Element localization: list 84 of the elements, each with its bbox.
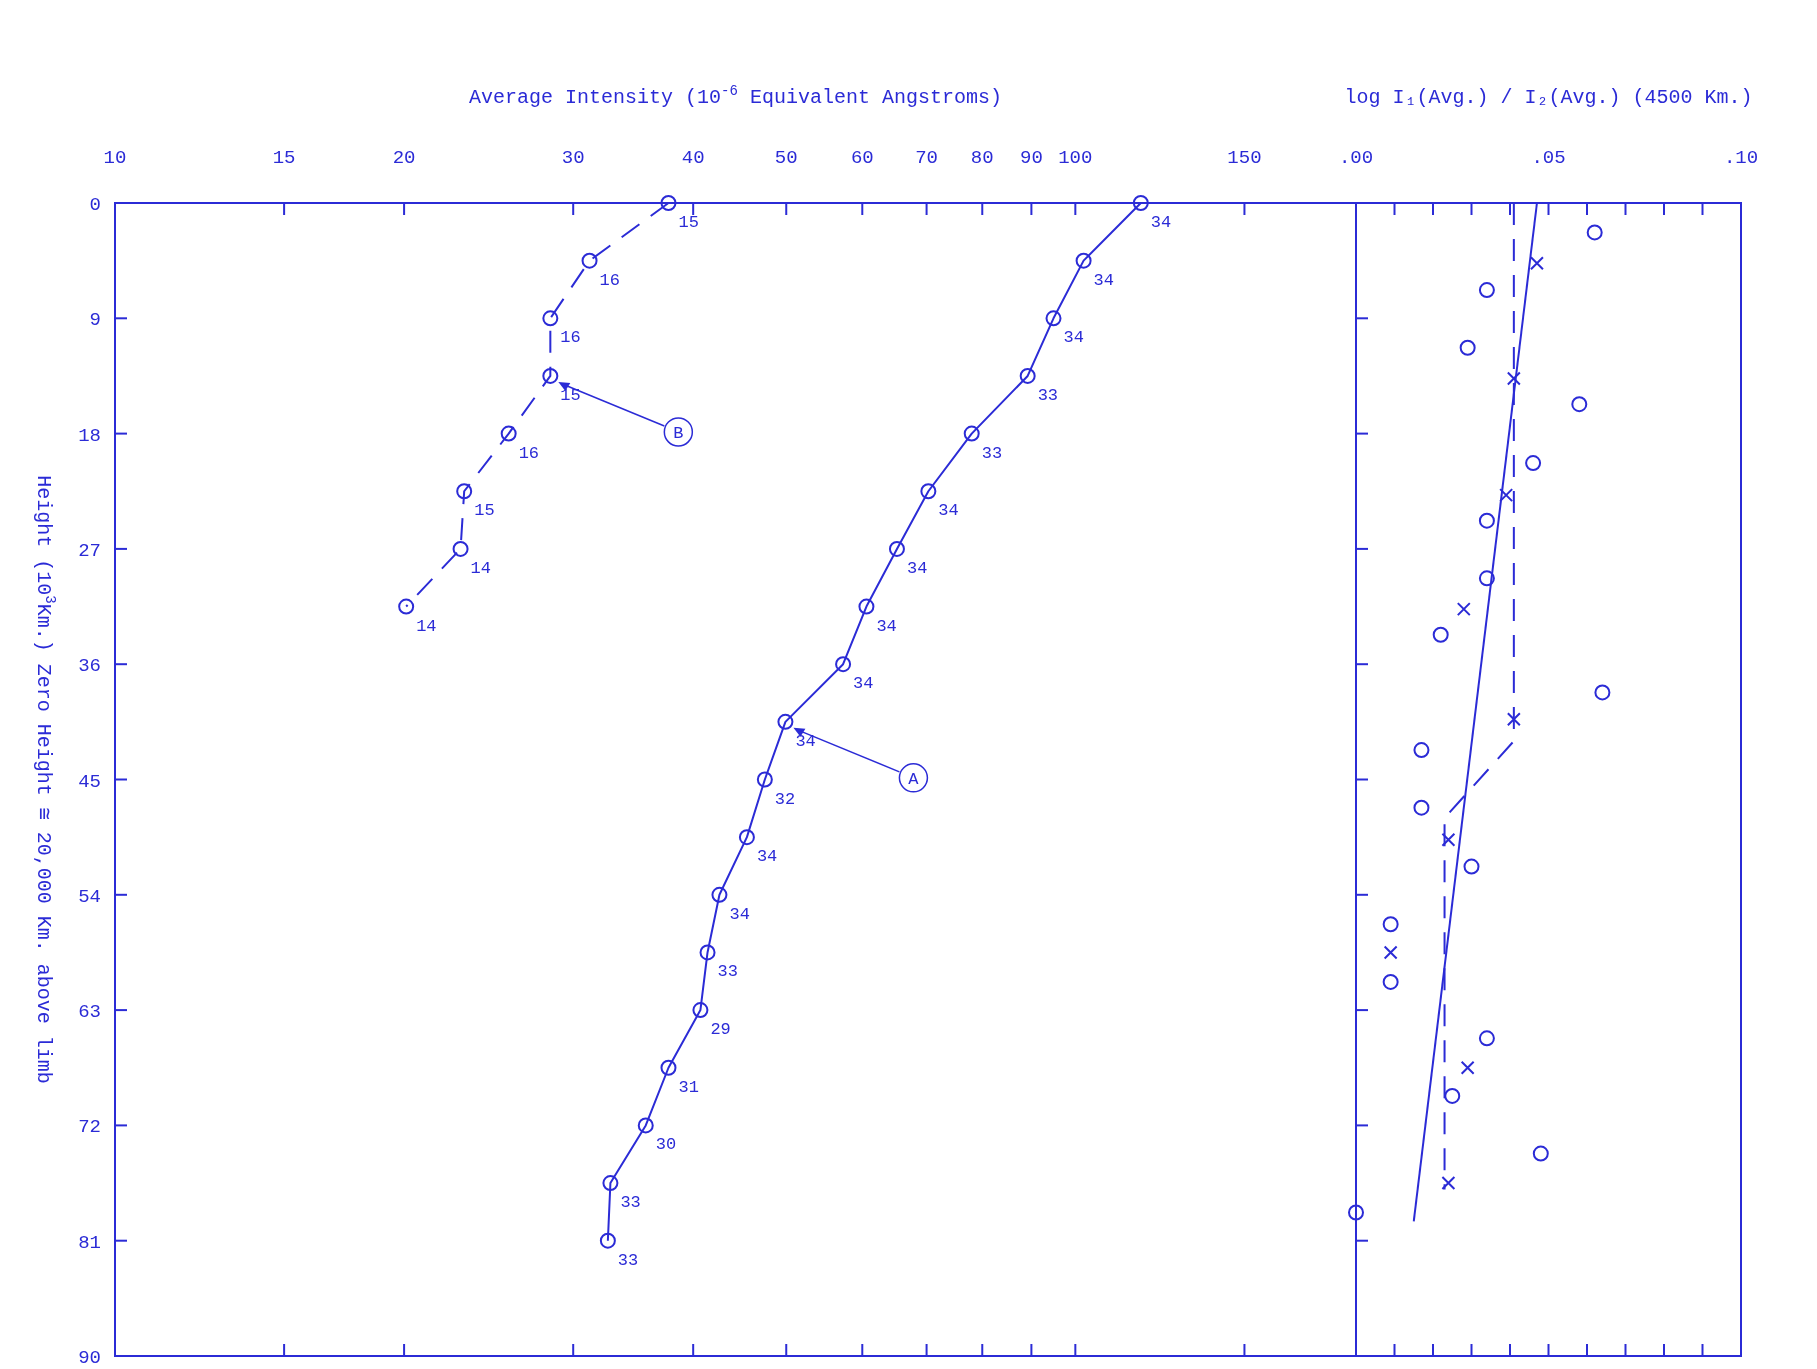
annotation: 16 xyxy=(599,270,620,290)
text: B xyxy=(673,423,684,443)
x-tick-label: 50 xyxy=(774,147,798,169)
point xyxy=(1532,1145,1549,1162)
y-tick-label: 81 xyxy=(78,1231,101,1254)
y-tick-label: 27 xyxy=(78,539,101,562)
annotation: 32 xyxy=(774,789,796,809)
point xyxy=(1478,1030,1495,1047)
point xyxy=(1382,973,1399,990)
x-tick-label: 90 xyxy=(1019,147,1043,169)
annotation: 15 xyxy=(560,385,581,405)
point xyxy=(1444,1087,1461,1104)
point xyxy=(1441,1176,1456,1191)
annotation: 34 xyxy=(876,616,897,636)
point xyxy=(1525,455,1542,472)
annotation: 33 xyxy=(620,1193,641,1213)
point xyxy=(1383,945,1398,960)
x-tick-label: .05 xyxy=(1531,147,1566,169)
annotation: 33 xyxy=(1037,385,1059,405)
annotation: 33 xyxy=(981,443,1003,463)
annotation: 14 xyxy=(416,616,437,636)
y-tick-label: 63 xyxy=(78,1001,101,1024)
point xyxy=(1441,832,1456,847)
x-tick-label: .00 xyxy=(1338,147,1374,169)
point xyxy=(1456,602,1471,617)
point xyxy=(1571,396,1588,413)
point xyxy=(1382,916,1399,933)
annotation: 16 xyxy=(560,328,581,348)
point xyxy=(1586,224,1603,241)
annotation: 34 xyxy=(729,904,750,924)
x-tick-label: 100 xyxy=(1058,147,1093,169)
point xyxy=(1460,1060,1475,1075)
y-tick-label: 54 xyxy=(78,885,101,908)
annotation: 31 xyxy=(678,1077,699,1097)
x-tick-label: 80 xyxy=(970,147,994,169)
annotation: 34 xyxy=(938,501,959,521)
text: A xyxy=(908,769,920,789)
annotation: 33 xyxy=(617,1250,639,1270)
x-tick-label: 150 xyxy=(1227,147,1262,169)
point xyxy=(1529,256,1544,271)
point xyxy=(1478,570,1495,587)
x-tick-label: 70 xyxy=(915,147,938,169)
x-tick-label: .10 xyxy=(1723,147,1759,169)
annotation: 34 xyxy=(1150,213,1172,232)
point xyxy=(1413,742,1430,759)
annotation: 34 xyxy=(853,674,874,694)
x-tick-label: 40 xyxy=(681,147,705,169)
annotation: 15 xyxy=(474,501,495,521)
x-tick-label: 15 xyxy=(272,147,296,169)
point xyxy=(1478,512,1495,529)
annotation: 15 xyxy=(678,213,699,232)
y-tick-label: 0 xyxy=(89,194,101,216)
annotation: 34 xyxy=(906,558,928,578)
x-axis-title: log I₁(Avg.) / I₂(Avg.) (4500 Km.) xyxy=(1344,86,1753,109)
y-tick-label: 9 xyxy=(89,309,101,332)
annotation: 34 xyxy=(756,847,778,867)
y-tick-label: 45 xyxy=(78,770,101,793)
annotation: 33 xyxy=(717,962,738,982)
y-tick-label: 72 xyxy=(78,1116,101,1139)
x-axis-title: Average Intensity (10$^{-6}$ Equivalent Angstroms) xyxy=(469,83,1002,109)
point xyxy=(1432,626,1449,643)
point xyxy=(1594,684,1611,701)
x-tick-label: 20 xyxy=(392,147,416,169)
annotation: 16 xyxy=(518,443,540,463)
annotation: 34 xyxy=(1093,270,1114,290)
point xyxy=(1499,488,1514,503)
point xyxy=(1463,858,1480,875)
y-tick-label: 36 xyxy=(78,655,101,678)
annotation: 30 xyxy=(655,1135,677,1155)
x-tick-label: 30 xyxy=(561,147,585,169)
y-tick-label: 18 xyxy=(78,424,101,447)
point xyxy=(1348,1204,1364,1221)
y-tick-label: 90 xyxy=(78,1347,101,1369)
annotation: 34 xyxy=(795,731,816,751)
point xyxy=(1506,712,1521,727)
annotation: 14 xyxy=(470,558,491,578)
x-tick-label: 10 xyxy=(103,147,127,169)
annotation: 29 xyxy=(710,1020,731,1040)
point xyxy=(1506,371,1521,386)
x-tick-label: 60 xyxy=(850,147,874,169)
point xyxy=(1459,339,1476,356)
annotation: 34 xyxy=(1063,328,1084,348)
point xyxy=(1478,282,1495,299)
point xyxy=(1413,799,1430,816)
